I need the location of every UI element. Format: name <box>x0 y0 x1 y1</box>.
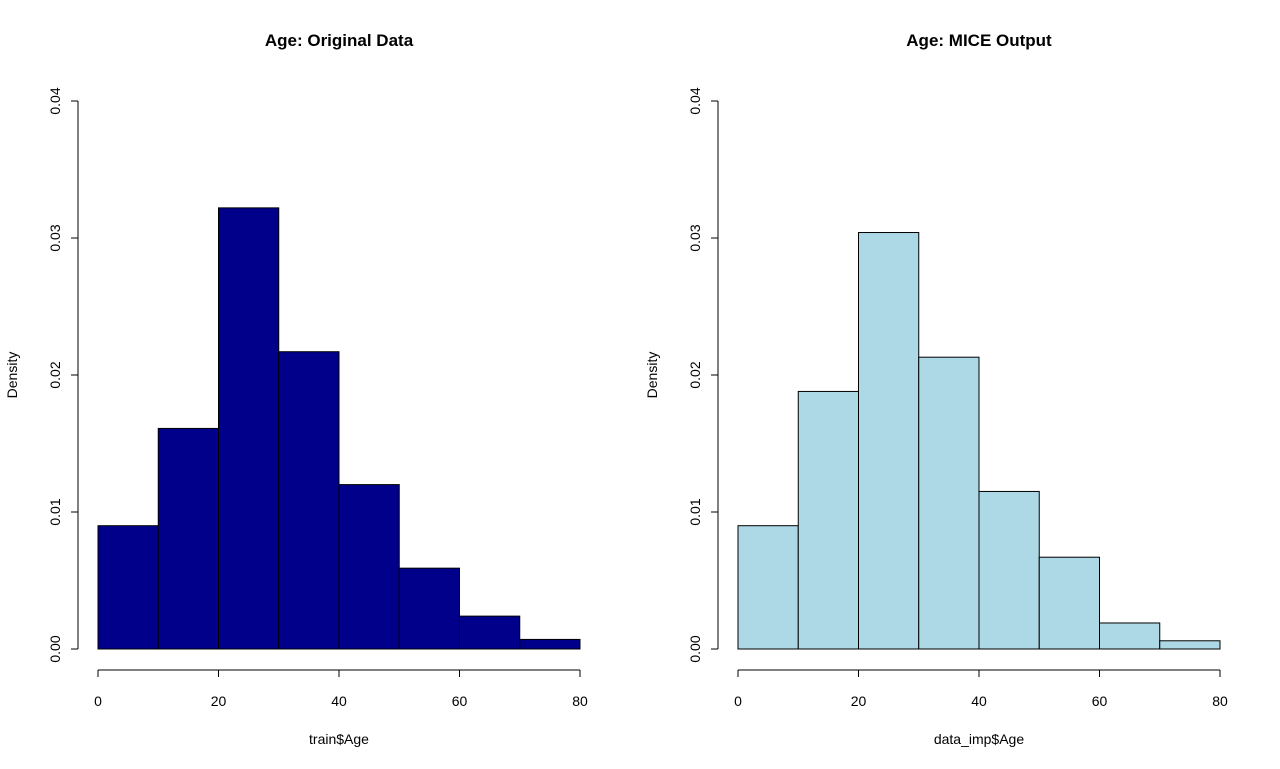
histogram-bar <box>737 525 799 650</box>
x-tick-label: 20 <box>851 693 867 709</box>
y-axis-label: Density <box>644 352 660 399</box>
histogram-bar <box>797 390 859 650</box>
x-tick-label: 0 <box>94 693 102 709</box>
y-tick-label: 0.04 <box>687 87 703 114</box>
x-tick-label: 40 <box>971 693 987 709</box>
x-tick-label: 80 <box>1212 693 1228 709</box>
bars <box>97 207 581 650</box>
axes: 0 20 40 60 80 0.00 0.01 0.02 0.03 0.04 <box>687 87 1228 709</box>
x-tick-label: 60 <box>1092 693 1108 709</box>
x-axis-label: data_imp$Age <box>934 731 1025 747</box>
y-axis-label: Density <box>4 352 20 399</box>
panel-mice-output: Age: MICE Output data_imp$Age Density 0 2… <box>644 31 1228 747</box>
bars <box>737 232 1221 650</box>
y-tick-label: 0.02 <box>687 361 703 388</box>
histogram-bar <box>1099 622 1161 650</box>
chart-title: Age: Original Data <box>265 31 414 50</box>
histogram-bar <box>398 567 460 650</box>
y-tick-label: 0.03 <box>687 224 703 251</box>
histogram-bar <box>918 356 980 650</box>
x-tick-label: 20 <box>211 693 227 709</box>
y-tick-label: 0.00 <box>687 635 703 662</box>
x-tick-label: 60 <box>452 693 468 709</box>
y-tick-label: 0.01 <box>47 498 63 525</box>
y-tick-label: 0.00 <box>47 635 63 662</box>
histogram-bar <box>338 484 400 650</box>
x-tick-label: 40 <box>331 693 347 709</box>
histogram-bar <box>157 427 219 650</box>
histogram-bar <box>1159 640 1221 650</box>
x-tick-label: 0 <box>734 693 742 709</box>
histogram-bar <box>97 525 159 650</box>
chart-title: Age: MICE Output <box>906 31 1052 50</box>
axes: 0 20 40 60 80 0.00 0.01 0.02 0.03 0.04 <box>47 87 588 709</box>
histogram-bar <box>519 638 581 650</box>
x-tick-label: 80 <box>572 693 588 709</box>
y-tick-label: 0.04 <box>47 87 63 114</box>
y-tick-label: 0.01 <box>687 498 703 525</box>
histogram-bar <box>978 490 1040 650</box>
histogram-bar <box>858 232 920 650</box>
y-tick-label: 0.02 <box>47 361 63 388</box>
histogram-bar <box>218 207 280 650</box>
panel-original-data: Age: Original Data train$Age Density 0 20… <box>4 31 588 747</box>
histogram-bar <box>1038 556 1100 650</box>
histogram-bar <box>459 615 521 650</box>
x-axis-label: train$Age <box>309 731 369 747</box>
histogram-bar <box>278 351 340 650</box>
y-tick-label: 0.03 <box>47 224 63 251</box>
